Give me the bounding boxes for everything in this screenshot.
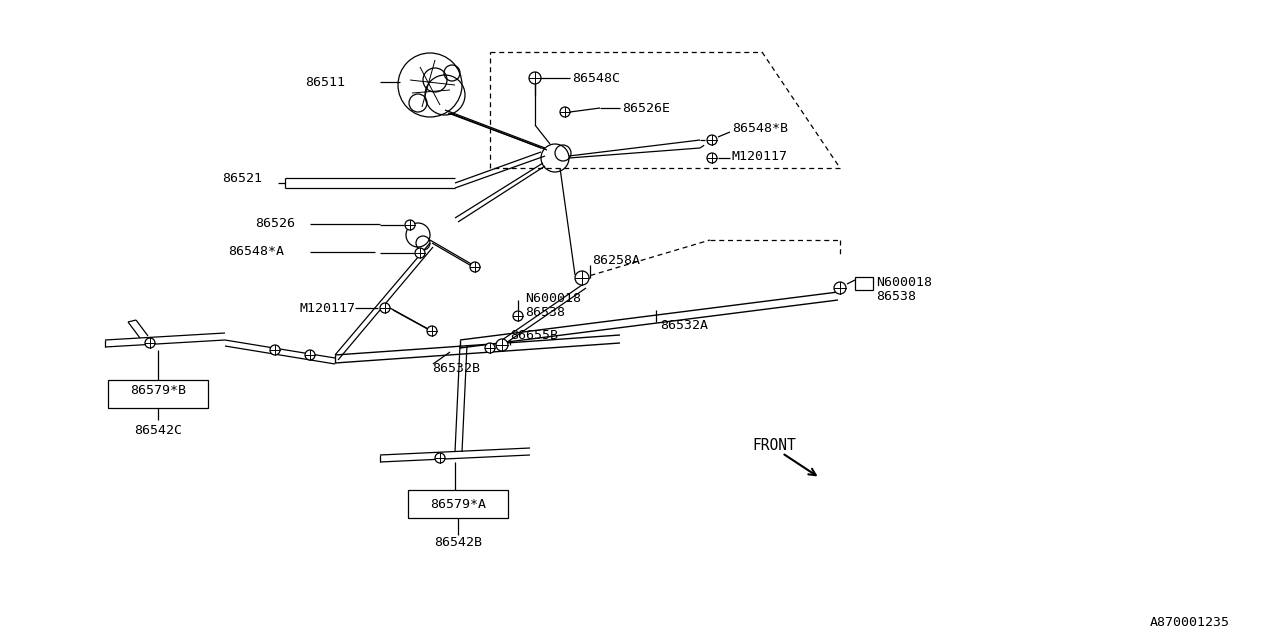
Text: 86526: 86526 bbox=[255, 216, 294, 230]
Circle shape bbox=[470, 262, 480, 272]
Text: 86655B: 86655B bbox=[509, 328, 558, 342]
Circle shape bbox=[270, 345, 280, 355]
Circle shape bbox=[380, 303, 390, 313]
Text: 86548*A: 86548*A bbox=[228, 244, 284, 257]
Circle shape bbox=[561, 107, 570, 117]
Text: N600018: N600018 bbox=[876, 275, 932, 289]
Text: 86548C: 86548C bbox=[572, 72, 620, 84]
Text: 86542B: 86542B bbox=[434, 536, 483, 550]
Circle shape bbox=[575, 271, 589, 285]
Text: FRONT: FRONT bbox=[753, 438, 796, 452]
Text: 86538: 86538 bbox=[525, 305, 564, 319]
Circle shape bbox=[145, 338, 155, 348]
Circle shape bbox=[513, 311, 524, 321]
Bar bbox=[855, 277, 873, 290]
Text: 86511: 86511 bbox=[305, 76, 346, 88]
Text: 86526E: 86526E bbox=[622, 102, 669, 115]
Text: 86579*A: 86579*A bbox=[430, 497, 486, 511]
Circle shape bbox=[428, 326, 436, 336]
Text: 86548*B: 86548*B bbox=[732, 122, 788, 134]
Circle shape bbox=[835, 282, 846, 294]
Text: 86532B: 86532B bbox=[433, 362, 480, 374]
Bar bbox=[408, 490, 508, 518]
Text: 86521: 86521 bbox=[221, 172, 262, 184]
Text: 86532A: 86532A bbox=[660, 319, 708, 332]
Text: A870001235: A870001235 bbox=[1149, 616, 1230, 628]
Circle shape bbox=[305, 350, 315, 360]
Circle shape bbox=[415, 248, 425, 258]
Text: M120117: M120117 bbox=[732, 150, 788, 163]
Text: N600018: N600018 bbox=[525, 291, 581, 305]
Text: 86258A: 86258A bbox=[591, 253, 640, 266]
Circle shape bbox=[497, 339, 508, 351]
Text: 86579*B: 86579*B bbox=[131, 383, 186, 397]
Circle shape bbox=[435, 453, 445, 463]
Circle shape bbox=[707, 153, 717, 163]
Bar bbox=[108, 380, 207, 408]
Text: 86538: 86538 bbox=[876, 289, 916, 303]
Text: 86542C: 86542C bbox=[134, 424, 182, 436]
Text: M120117: M120117 bbox=[300, 301, 356, 314]
Circle shape bbox=[485, 343, 495, 353]
Circle shape bbox=[404, 220, 415, 230]
Circle shape bbox=[529, 72, 541, 84]
Circle shape bbox=[707, 135, 717, 145]
